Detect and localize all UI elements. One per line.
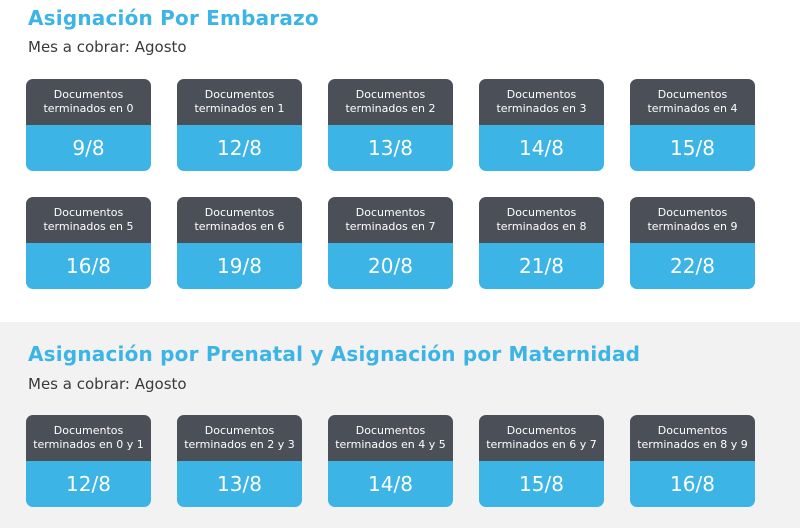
card-label: Documentos terminados en 0 (26, 79, 151, 125)
card-label: Documentos terminados en 4 (630, 79, 755, 125)
payment-date-card: Documentos terminados en 8 21/8 (479, 197, 604, 289)
payment-date-grid: Documentos terminados en 0 y 1 12/8 Docum… (26, 415, 755, 507)
card-date: 13/8 (177, 461, 302, 507)
card-label: Documentos terminados en 7 (328, 197, 453, 243)
card-label: Documentos terminados en 1 (177, 79, 302, 125)
card-label: Documentos terminados en 3 (479, 79, 604, 125)
section-subtitle: Mes a cobrar: Agosto (28, 38, 187, 56)
payment-date-card: Documentos terminados en 6 y 7 15/8 (479, 415, 604, 507)
payment-date-card: Documentos terminados en 6 19/8 (177, 197, 302, 289)
card-label: Documentos terminados en 6 (177, 197, 302, 243)
section-subtitle: Mes a cobrar: Agosto (28, 375, 187, 393)
payment-date-card: Documentos terminados en 8 y 9 16/8 (630, 415, 755, 507)
payment-date-card: Documentos terminados en 9 22/8 (630, 197, 755, 289)
card-label: Documentos terminados en 4 y 5 (328, 415, 453, 461)
payment-date-card: Documentos terminados en 2 y 3 13/8 (177, 415, 302, 507)
card-date: 9/8 (26, 125, 151, 171)
payment-date-card: Documentos terminados en 4 y 5 14/8 (328, 415, 453, 507)
payment-date-card: Documentos terminados en 2 13/8 (328, 79, 453, 171)
card-date: 20/8 (328, 243, 453, 289)
card-date: 16/8 (26, 243, 151, 289)
card-label: Documentos terminados en 8 y 9 (630, 415, 755, 461)
card-label: Documentos terminados en 8 (479, 197, 604, 243)
payment-date-card: Documentos terminados en 7 20/8 (328, 197, 453, 289)
card-label: Documentos terminados en 9 (630, 197, 755, 243)
payment-date-grid: Documentos terminados en 0 9/8 Documentos… (26, 79, 755, 289)
card-date: 15/8 (479, 461, 604, 507)
card-label: Documentos terminados en 5 (26, 197, 151, 243)
card-label: Documentos terminados en 2 (328, 79, 453, 125)
card-date: 22/8 (630, 243, 755, 289)
card-date: 16/8 (630, 461, 755, 507)
card-label: Documentos terminados en 2 y 3 (177, 415, 302, 461)
payment-date-card: Documentos terminados en 0 y 1 12/8 (26, 415, 151, 507)
section-title: Asignación Por Embarazo (28, 6, 319, 30)
payment-date-card: Documentos terminados en 0 9/8 (26, 79, 151, 171)
card-date: 14/8 (328, 461, 453, 507)
card-date: 12/8 (26, 461, 151, 507)
payment-date-card: Documentos terminados en 3 14/8 (479, 79, 604, 171)
card-label: Documentos terminados en 6 y 7 (479, 415, 604, 461)
prenatal-maternidad-section: Asignación por Prenatal y Asignación por… (0, 322, 800, 528)
card-label: Documentos terminados en 0 y 1 (26, 415, 151, 461)
payment-date-card: Documentos terminados en 1 12/8 (177, 79, 302, 171)
payment-date-card: Documentos terminados en 4 15/8 (630, 79, 755, 171)
card-date: 21/8 (479, 243, 604, 289)
section-title: Asignación por Prenatal y Asignación por… (28, 342, 641, 366)
card-date: 14/8 (479, 125, 604, 171)
payment-date-card: Documentos terminados en 5 16/8 (26, 197, 151, 289)
card-date: 13/8 (328, 125, 453, 171)
card-date: 12/8 (177, 125, 302, 171)
card-date: 19/8 (177, 243, 302, 289)
embarazo-section: Asignación Por Embarazo Mes a cobrar: Ag… (26, 6, 755, 289)
card-date: 15/8 (630, 125, 755, 171)
